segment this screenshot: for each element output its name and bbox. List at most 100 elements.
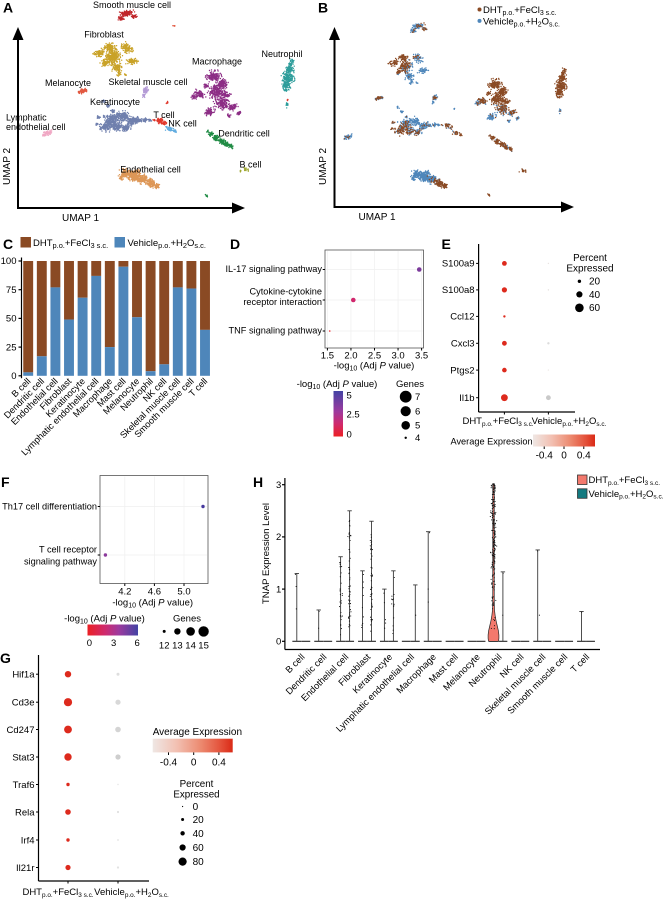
svg-text:Genes: Genes: [173, 614, 201, 625]
svg-text:0: 0: [191, 758, 197, 769]
svg-text:DHTp.o.+FeCl3 s.c.: DHTp.o.+FeCl3 s.c.: [22, 887, 93, 899]
svg-text:-0.4: -0.4: [160, 758, 178, 769]
svg-text:S100a8: S100a8: [442, 285, 475, 296]
svg-text:Expressed: Expressed: [566, 264, 613, 275]
svg-text:-log10 (Adj P value): -log10 (Adj P value): [297, 379, 378, 391]
svg-text:0.4: 0.4: [577, 451, 591, 462]
svg-text:Vehiclep.o.+H2Os.c.: Vehiclep.o.+H2Os.c.: [94, 887, 169, 899]
svg-text:receptor interaction: receptor interaction: [243, 297, 322, 307]
svg-text:Dendritic cell: Dendritic cell: [218, 129, 270, 139]
svg-text:Average Expression: Average Expression: [451, 437, 533, 447]
svg-text:15: 15: [198, 641, 209, 652]
svg-text:5.0: 5.0: [177, 587, 190, 598]
svg-text:H: H: [253, 474, 263, 490]
svg-text:Hif1a: Hif1a: [12, 670, 35, 681]
svg-text:Smooth muscle cell: Smooth muscle cell: [93, 0, 171, 10]
svg-text:UMAP 2: UMAP 2: [2, 148, 13, 185]
svg-text:3: 3: [276, 480, 281, 491]
svg-text:G: G: [0, 650, 11, 666]
svg-text:Percent: Percent: [573, 253, 607, 264]
svg-text:100: 100: [1, 256, 17, 267]
svg-text:DHTp.o.+FeCl3 s.c.: DHTp.o.+FeCl3 s.c.: [589, 475, 661, 487]
svg-text:T cell: T cell: [569, 652, 592, 675]
svg-text:2.5: 2.5: [368, 351, 381, 362]
svg-text:4: 4: [415, 433, 420, 444]
svg-text:3: 3: [111, 638, 116, 649]
svg-text:Rela: Rela: [15, 807, 35, 818]
svg-text:0: 0: [347, 430, 352, 441]
svg-text:Stat3: Stat3: [12, 752, 34, 763]
svg-text:14: 14: [185, 641, 196, 652]
svg-text:Skeletal muscle cell: Skeletal muscle cell: [108, 77, 187, 87]
svg-text:Vehiclep.o.+H2Os.c.: Vehiclep.o.+H2Os.c.: [589, 489, 664, 501]
svg-text:Cxcl3: Cxcl3: [451, 339, 475, 350]
svg-text:3.0: 3.0: [391, 351, 404, 362]
svg-text:Expressed: Expressed: [173, 790, 219, 801]
svg-text:2.5: 2.5: [347, 410, 360, 421]
svg-text:-log10 (Adj P value): -log10 (Adj P value): [334, 361, 415, 373]
svg-text:5: 5: [415, 421, 420, 432]
svg-text:5: 5: [347, 391, 352, 402]
svg-text:B: B: [318, 0, 328, 16]
svg-text:Cytokine-cytokine: Cytokine-cytokine: [249, 287, 322, 297]
svg-text:2.0: 2.0: [344, 351, 357, 362]
svg-text:0: 0: [87, 638, 92, 649]
svg-text:DHTp.o.+FeCl3 s.c.: DHTp.o.+FeCl3 s.c.: [483, 5, 557, 17]
svg-text:1.5: 1.5: [321, 351, 334, 362]
svg-text:60: 60: [193, 843, 205, 854]
svg-text:Ptgs2: Ptgs2: [450, 365, 474, 376]
svg-text:Keratinocyte: Keratinocyte: [90, 97, 140, 107]
svg-text:Cd247: Cd247: [7, 725, 35, 736]
svg-text:60: 60: [589, 303, 601, 314]
svg-text:Il21r: Il21r: [16, 863, 34, 874]
svg-text:TNF signaling pathway: TNF signaling pathway: [229, 326, 323, 336]
svg-text:25: 25: [6, 342, 17, 353]
svg-text:12: 12: [159, 641, 170, 652]
svg-text:20: 20: [589, 277, 601, 288]
svg-text:T cell: T cell: [153, 110, 174, 120]
svg-text:Cd3e: Cd3e: [12, 698, 35, 709]
svg-text:4.2: 4.2: [118, 587, 131, 598]
svg-text:TNAP Expression Level: TNAP Expression Level: [261, 503, 272, 604]
svg-text:-log10 (Adj P value): -log10 (Adj P value): [112, 598, 193, 610]
svg-text:signaling pathway: signaling pathway: [24, 557, 97, 567]
svg-text:Percent: Percent: [180, 779, 214, 790]
svg-text:Vehiclep.o.+H2Os.c.: Vehiclep.o.+H2Os.c.: [483, 16, 560, 28]
svg-text:Average Expression: Average Expression: [153, 727, 242, 738]
svg-text:Vehiclep.o.+H2Os.c.: Vehiclep.o.+H2Os.c.: [128, 238, 206, 250]
svg-text:40: 40: [193, 829, 205, 840]
svg-text:UMAP 1: UMAP 1: [358, 212, 395, 223]
svg-text:0: 0: [193, 802, 199, 813]
svg-text:A: A: [3, 0, 13, 16]
svg-text:Traf6: Traf6: [13, 780, 35, 791]
svg-text:D: D: [230, 236, 240, 252]
svg-text:DHTp.o.+FeCl3 s.c.: DHTp.o.+FeCl3 s.c.: [462, 416, 533, 428]
svg-text:endothelial cell: endothelial cell: [6, 122, 66, 132]
svg-text:1: 1: [276, 584, 281, 595]
svg-text:Fibroblast: Fibroblast: [84, 30, 124, 40]
svg-text:13: 13: [172, 641, 183, 652]
svg-text:80: 80: [193, 857, 205, 868]
svg-text:7: 7: [415, 392, 420, 403]
svg-text:E: E: [442, 236, 451, 252]
svg-text:Genes: Genes: [396, 379, 424, 390]
svg-text:Melanocyte: Melanocyte: [45, 78, 91, 88]
svg-text:Endothelial cell: Endothelial cell: [120, 165, 181, 175]
svg-text:-log10 (Adj P value): -log10 (Adj P value): [64, 614, 145, 626]
svg-text:Neutrophil: Neutrophil: [261, 49, 302, 59]
svg-text:40: 40: [589, 290, 601, 301]
svg-text:4.6: 4.6: [148, 587, 161, 598]
svg-text:3.5: 3.5: [415, 351, 428, 362]
svg-text:0: 0: [276, 637, 281, 648]
svg-text:NK cell: NK cell: [168, 119, 197, 129]
svg-text:Macrophage: Macrophage: [192, 57, 242, 67]
svg-text:6: 6: [415, 407, 420, 418]
svg-text:F: F: [1, 474, 10, 490]
svg-text:0.4: 0.4: [212, 758, 226, 769]
svg-text:Il1b: Il1b: [459, 393, 474, 404]
svg-text:T cell receptor: T cell receptor: [39, 545, 97, 555]
svg-text:0: 0: [561, 451, 567, 462]
svg-text:S100a9: S100a9: [442, 259, 475, 270]
svg-text:50: 50: [6, 314, 17, 325]
svg-text:75: 75: [6, 285, 17, 296]
